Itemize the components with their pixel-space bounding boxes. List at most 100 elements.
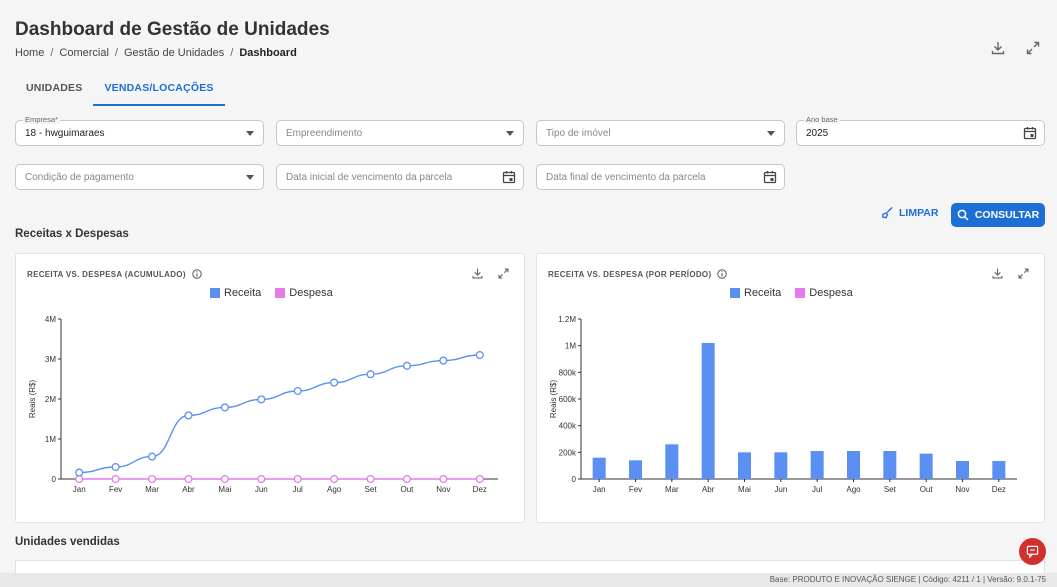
breadcrumb-gestao[interactable]: Gestão de Unidades <box>123 47 225 59</box>
x-tick-label: Abr <box>182 485 195 494</box>
calendar-icon[interactable] <box>763 170 777 184</box>
bar-receita <box>665 444 679 479</box>
expand-icon[interactable] <box>497 267 510 280</box>
download-icon[interactable] <box>991 267 1004 280</box>
search-icon <box>957 209 969 221</box>
data-point-receita <box>75 468 84 477</box>
data-point-receita <box>111 462 120 472</box>
data-point-receita <box>475 350 484 360</box>
info-icon[interactable] <box>192 269 202 279</box>
ano-base-field[interactable]: Ano base 2025 <box>796 115 1045 146</box>
legend-swatch <box>275 288 286 298</box>
series-line-receita <box>79 354 480 474</box>
chat-icon <box>1026 545 1039 558</box>
legend-label: Receita <box>224 287 262 299</box>
tipo-imovel-select[interactable]: Tipo de imóvel <box>536 120 785 146</box>
data-inicial-placeholder: Data inicial de vencimento da parcela <box>286 171 453 183</box>
y-tick-label: 0 <box>572 475 577 484</box>
download-icon[interactable] <box>471 267 484 280</box>
data-inicial-field[interactable]: Data inicial de vencimento da parcela <box>276 164 524 190</box>
data-point-receita <box>402 361 412 370</box>
legend-swatch <box>795 288 806 298</box>
bar-receita <box>992 461 1006 479</box>
legend-item-despesa[interactable]: Despesa <box>795 287 853 299</box>
chart-legend: Receita Despesa <box>730 287 853 299</box>
limpar-label: LIMPAR <box>899 206 939 219</box>
chevron-down-icon <box>767 131 775 136</box>
x-tick-label: Jul <box>293 485 303 494</box>
data-point-receita <box>257 395 266 404</box>
empreendimento-select[interactable]: Empreendimento <box>276 120 524 146</box>
legend-label: Despesa <box>289 287 333 299</box>
breadcrumb-separator: / <box>114 47 118 59</box>
status-footer: Base: PRODUTO E INOVAÇÃO SIENGE | Código… <box>0 573 1057 587</box>
x-tick-label: Fev <box>109 485 122 494</box>
x-tick-label: Jun <box>255 485 268 494</box>
data-point-despesa <box>220 474 229 484</box>
data-point-receita <box>330 378 339 387</box>
x-tick-label: Abr <box>702 485 715 494</box>
limpar-button[interactable]: LIMPAR <box>881 206 938 219</box>
data-final-field[interactable]: Data final de vencimento da parcela <box>536 164 785 190</box>
broom-icon <box>882 206 893 219</box>
y-tick-label: 1M <box>45 435 56 444</box>
tab-vendas-locacoes[interactable]: VENDAS/LOCAÇÕES <box>93 74 225 106</box>
expand-icon[interactable] <box>1017 267 1030 280</box>
calendar-icon[interactable] <box>1023 126 1037 140</box>
data-point-receita <box>439 356 448 365</box>
data-final-placeholder: Data final de vencimento da parcela <box>546 171 706 183</box>
tab-unidades[interactable]: UNIDADES <box>26 82 83 94</box>
bar-receita <box>701 343 715 479</box>
x-tick-label: Set <box>365 485 378 494</box>
legend-label: Receita <box>744 287 782 299</box>
legend-label: Despesa <box>809 287 853 299</box>
empresa-label: Empresa* <box>23 115 60 124</box>
y-axis-label: Reais (R$) <box>549 380 558 419</box>
breadcrumb-home[interactable]: Home <box>15 47 45 59</box>
legend-item-despesa[interactable]: Despesa <box>275 287 333 299</box>
chart-title-text: RECEITA VS. DESPESA (ACUMULADO) <box>27 269 186 279</box>
data-point-despesa <box>184 474 193 484</box>
calendar-icon[interactable] <box>502 170 516 184</box>
y-tick-label: 200k <box>559 448 577 457</box>
consultar-label: CONSULTAR <box>974 209 1040 221</box>
bar-receita <box>883 451 897 479</box>
data-point-receita <box>220 403 229 412</box>
condicao-pagamento-select[interactable]: Condição de pagamento <box>15 164 264 190</box>
legend-swatch <box>730 288 740 298</box>
x-tick-label: Dez <box>992 485 1006 494</box>
legend-item-receita[interactable]: Receita <box>730 287 781 299</box>
legend-swatch <box>210 288 220 298</box>
x-tick-label: Nov <box>955 485 969 494</box>
download-icon[interactable] <box>990 40 1006 56</box>
data-point-despesa <box>330 474 339 484</box>
x-tick-label: Out <box>920 485 934 494</box>
data-point-despesa <box>293 474 302 484</box>
y-axis-label: Reais (R$) <box>28 380 37 419</box>
x-tick-label: Ago <box>327 485 342 494</box>
chevron-down-icon <box>246 175 254 180</box>
line-chart: 0 1M 2M 3M 4M Jan Fev Mar Abr Mai Jun Jul Ago Set Out N… <box>28 315 498 494</box>
empresa-select[interactable]: Empresa* 18 - hwguimaraes <box>15 115 264 146</box>
data-point-receita <box>184 411 193 420</box>
data-point-despesa <box>111 474 120 484</box>
tipo-imovel-placeholder: Tipo de imóvel <box>546 127 611 139</box>
condicao-pagamento-placeholder: Condição de pagamento <box>25 171 134 183</box>
page-title: Dashboard de Gestão de Unidades <box>15 19 330 40</box>
info-icon[interactable] <box>717 269 728 279</box>
bar-receita <box>956 461 969 479</box>
consultar-button[interactable]: CONSULTAR <box>951 203 1045 227</box>
feedback-button[interactable] <box>1019 538 1046 565</box>
legend-item-receita[interactable]: Receita <box>210 287 261 299</box>
x-tick-label: Ago <box>846 485 861 494</box>
x-tick-label: Mar <box>665 485 679 494</box>
chart-card-acumulado: RECEITA VS. DESPESA (ACUMULADO) Receita … <box>15 253 525 523</box>
data-point-despesa <box>366 474 375 484</box>
y-tick-label: 3M <box>45 355 56 364</box>
expand-icon[interactable] <box>1025 40 1041 56</box>
empreendimento-placeholder: Empreendimento <box>286 127 363 139</box>
breadcrumb-comercial[interactable]: Comercial <box>59 47 109 59</box>
y-tick-label: 1.2M <box>558 315 576 324</box>
x-tick-label: Nov <box>436 485 450 494</box>
bar-receita <box>774 452 788 479</box>
